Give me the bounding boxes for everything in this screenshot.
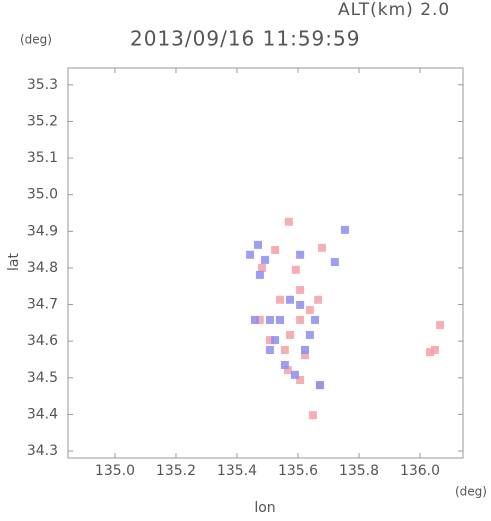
echo-cell: [305, 306, 314, 315]
annotation: ALT(km) 2.0: [338, 0, 450, 20]
y-tick-label: 35.2: [27, 113, 58, 129]
echo-cell: [254, 240, 263, 249]
echo-cell: [275, 315, 284, 324]
echo-cell: [291, 265, 300, 274]
echo-cell: [318, 243, 327, 252]
y-tick-label: 34.4: [27, 406, 58, 422]
echo-cell: [308, 411, 317, 420]
echo-cell: [296, 300, 305, 309]
y-tick-label: 34.3: [27, 443, 58, 459]
echo-cell: [296, 250, 305, 259]
echo-cell: [296, 315, 305, 324]
y-tick-label: 35.1: [27, 150, 58, 166]
echo-cell: [286, 295, 295, 304]
echo-cell: [250, 315, 259, 324]
x-axis-label: lon: [254, 500, 275, 516]
echo-cell: [330, 258, 339, 267]
x-tick-label: 135.2: [156, 463, 196, 479]
x-unit: (deg): [455, 485, 487, 499]
y-unit: (deg): [20, 33, 52, 47]
y-tick-label: 35.3: [27, 77, 58, 93]
echo-cell: [257, 263, 266, 272]
echo-cell: [280, 360, 289, 369]
echo-cell: [283, 366, 292, 375]
y-tick-label: 34.5: [27, 370, 58, 386]
echo-cell: [271, 336, 280, 345]
echo-cell: [296, 376, 305, 384]
echo-cell: [255, 315, 264, 324]
echo-cell: [314, 295, 323, 304]
echo-cell: [246, 250, 255, 259]
echo-cell: [315, 381, 324, 390]
x-tick-label: 135.8: [339, 463, 379, 479]
y-axis-label: lat: [6, 253, 22, 271]
echo-cell: [311, 315, 320, 324]
y-tick-label: 34.9: [27, 223, 58, 239]
echo-cell: [301, 351, 309, 360]
echo-cell: [265, 345, 274, 354]
echo-cell: [265, 315, 274, 324]
x-tick-label: 135.0: [95, 463, 135, 479]
echo-cell: [284, 217, 293, 226]
echo-cell: [286, 330, 295, 339]
x-tick-label: 135.6: [278, 463, 318, 479]
echo-cell: [340, 225, 349, 234]
y-tick-label: 34.7: [27, 297, 58, 313]
plot-frame: [67, 67, 464, 459]
echo-cell: [426, 348, 435, 357]
echo-cell: [430, 345, 439, 354]
y-tick-label: 34.6: [27, 333, 58, 349]
chart-title: 2013/09/16 11:59:59: [130, 27, 360, 51]
x-tick-label: 136.0: [400, 463, 440, 479]
y-tick-label: 34.8: [27, 260, 58, 276]
echo-cell: [290, 370, 299, 379]
echo-cell: [301, 345, 309, 354]
echo-cell: [255, 270, 264, 279]
echo-cell: [271, 246, 280, 254]
echo-cell: [296, 285, 305, 294]
echo-cell: [436, 321, 445, 330]
echo-cell: [275, 295, 284, 304]
x-tick-label: 135.4: [217, 463, 257, 479]
y-tick-label: 35.0: [27, 187, 58, 203]
echo-cell: [280, 345, 289, 354]
echo-cell: [261, 255, 270, 264]
echo-cell: [265, 336, 274, 345]
echo-cell: [305, 330, 314, 339]
